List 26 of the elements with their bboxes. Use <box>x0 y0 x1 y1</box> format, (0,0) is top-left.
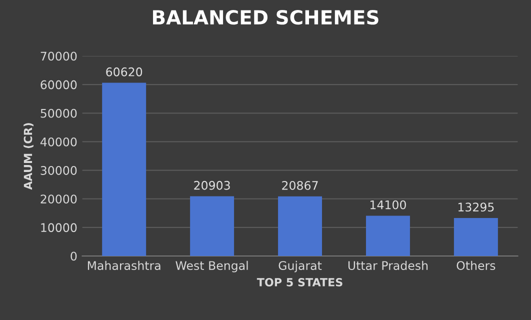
data-label: 20867 <box>282 180 318 190</box>
y-tick-label: 0 <box>70 252 77 261</box>
y-tick-label: 30000 <box>40 166 77 175</box>
x-tick-label: Uttar Pradesh <box>348 260 428 270</box>
x-tick-label: Maharashtra <box>88 260 160 270</box>
bar <box>366 216 410 256</box>
y-tick-label: 10000 <box>41 223 77 232</box>
x-tick-label: West Bengal <box>176 260 248 272</box>
data-label: 60620 <box>106 67 142 76</box>
bar <box>102 82 146 256</box>
data-label: 20903 <box>194 180 230 190</box>
bar <box>454 218 498 256</box>
x-tick-label: Gujarat <box>278 260 322 272</box>
chart-title: BALANCED SCHEMES <box>153 10 378 25</box>
y-axis-title: AAUM (CR) <box>24 123 34 190</box>
x-axis-title: TOP 5 STATES <box>256 278 342 286</box>
y-tick-label: 20000 <box>40 194 77 204</box>
bar <box>190 196 234 256</box>
x-tick-label: Others <box>456 260 496 270</box>
bar <box>278 196 322 256</box>
data-label: 14100 <box>370 200 406 210</box>
y-tick-label: 70000 <box>40 52 77 61</box>
y-tick-label: 60000 <box>40 80 77 90</box>
y-tick-label: 50000 <box>40 108 77 118</box>
y-tick-label: 40000 <box>40 137 77 146</box>
data-label: 13295 <box>458 202 494 212</box>
